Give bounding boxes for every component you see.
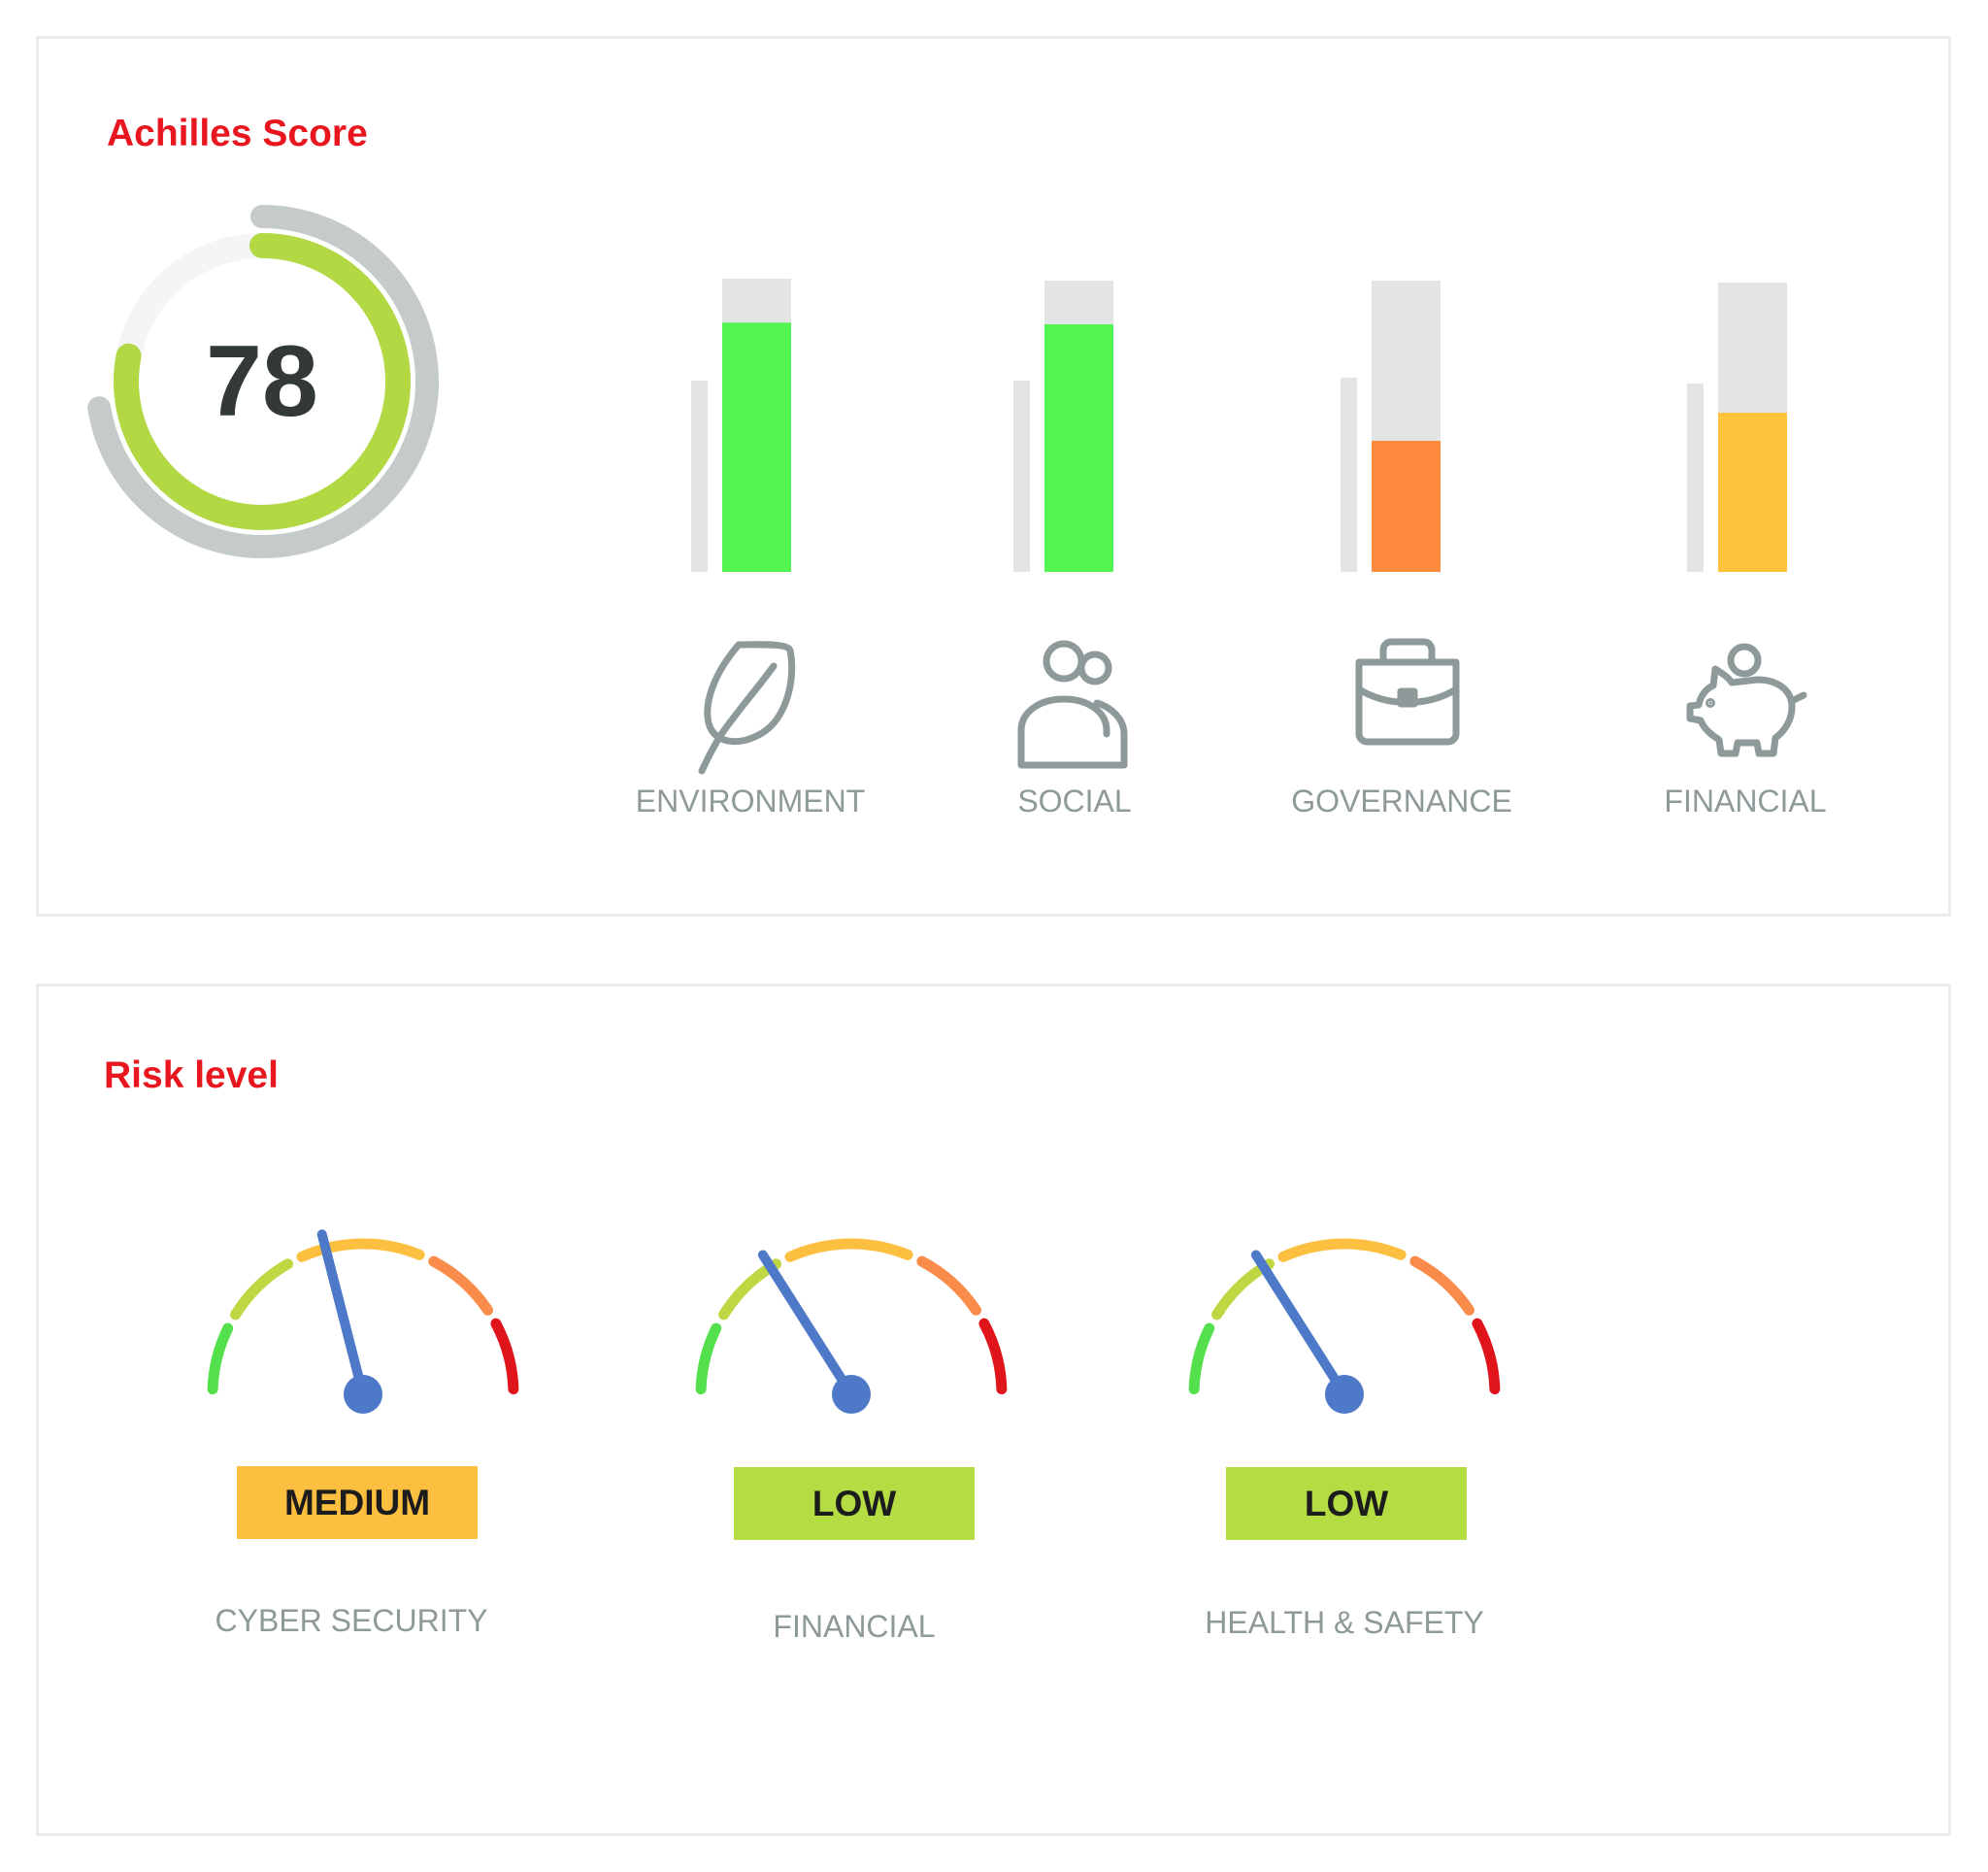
- score-value: 78: [206, 325, 318, 438]
- environment-bar-fill: [722, 322, 791, 572]
- category-bar-social: [1013, 281, 1113, 572]
- gauge-needle: [316, 1229, 368, 1399]
- risk-level-panel: Risk level MEDIUM LOW LOW CYBER SECURITY…: [36, 984, 1951, 1836]
- risk-gauges-graphic: [207, 1229, 1501, 1414]
- governance-side-bar: [1341, 378, 1357, 572]
- category-label-governance: GOVERNANCE: [1291, 784, 1512, 819]
- health-safety-gauge: [1188, 1238, 1501, 1414]
- category-label-environment: ENVIRONMENT: [635, 784, 866, 819]
- briefcase-icon: [1355, 638, 1460, 746]
- risk-label-cyber-security: CYBER SECURITY: [215, 1603, 488, 1638]
- leaf-icon: [698, 641, 796, 775]
- gauge-segment: [207, 1322, 234, 1395]
- financial-level-badge: LOW: [734, 1467, 975, 1540]
- category-bar-environment: [691, 279, 791, 572]
- achilles-score-title: Achilles Score: [107, 113, 368, 154]
- cyber-security-gauge: [207, 1229, 519, 1414]
- gauge-segment: [978, 1318, 1008, 1395]
- gauge-segment: [296, 1238, 425, 1262]
- category-bar-financial: [1687, 283, 1787, 572]
- gauge-needle-hub: [1325, 1375, 1364, 1414]
- category-label-financial: FINANCIAL: [1664, 784, 1827, 819]
- environment-side-bar: [691, 381, 708, 572]
- gauge-segment: [1472, 1318, 1501, 1395]
- gauge-segment: [695, 1322, 722, 1395]
- risk-label-financial: FINANCIAL: [773, 1609, 936, 1644]
- social-bar-fill: [1044, 324, 1113, 572]
- people-icon: [1017, 640, 1128, 769]
- risk-level-title: Risk level: [104, 1054, 279, 1096]
- gauge-segment: [916, 1255, 981, 1316]
- health-safety-level-badge: LOW: [1226, 1467, 1467, 1540]
- gauge-segment: [230, 1258, 293, 1320]
- gauge-needle-hub: [832, 1375, 871, 1414]
- financial-gauge: [695, 1238, 1008, 1414]
- gauge-needle-hub: [344, 1375, 382, 1414]
- score-inner-arc: [114, 233, 411, 530]
- piggy-bank-icon: [1686, 643, 1807, 757]
- achilles-score-panel: Achilles Score 78: [36, 36, 1951, 917]
- governance-bar-fill: [1372, 441, 1441, 572]
- gauge-segment: [1277, 1238, 1407, 1262]
- score-ring: 78: [87, 205, 439, 558]
- achilles-score-graphic: 78: [87, 205, 1807, 775]
- social-side-bar: [1013, 381, 1030, 572]
- category-label-social: SOCIAL: [1017, 784, 1132, 819]
- gauge-needle: [1250, 1250, 1349, 1399]
- financial-bar-fill: [1718, 413, 1787, 572]
- gauge-segment: [428, 1255, 493, 1316]
- financial-side-bar: [1687, 384, 1704, 572]
- category-bar-governance: [1341, 281, 1441, 572]
- risk-label-health-safety: HEALTH & SAFETY: [1205, 1605, 1484, 1640]
- gauge-segment: [784, 1238, 913, 1262]
- gauge-segment: [1188, 1322, 1215, 1395]
- gauge-segment: [490, 1318, 519, 1395]
- score-outer-arc: [87, 205, 439, 558]
- cyber-security-level-badge: MEDIUM: [237, 1466, 478, 1539]
- gauge-segment: [1409, 1255, 1474, 1316]
- gauge-needle: [757, 1250, 856, 1399]
